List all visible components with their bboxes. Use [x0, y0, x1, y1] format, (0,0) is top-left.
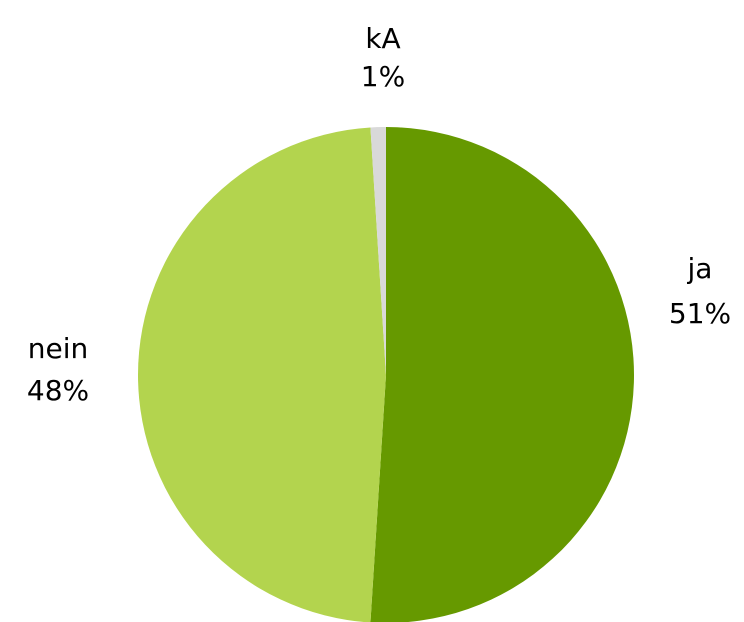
pie-slice: [370, 127, 386, 375]
category-label: kA: [365, 22, 400, 55]
value-label: 48%: [27, 374, 89, 407]
category-label: ja: [687, 252, 713, 285]
pie-slice: [370, 127, 634, 622]
value-label: 51%: [669, 297, 731, 330]
value-label: 1%: [361, 60, 405, 93]
pie-slice: [138, 127, 386, 622]
category-label: nein: [28, 332, 89, 365]
